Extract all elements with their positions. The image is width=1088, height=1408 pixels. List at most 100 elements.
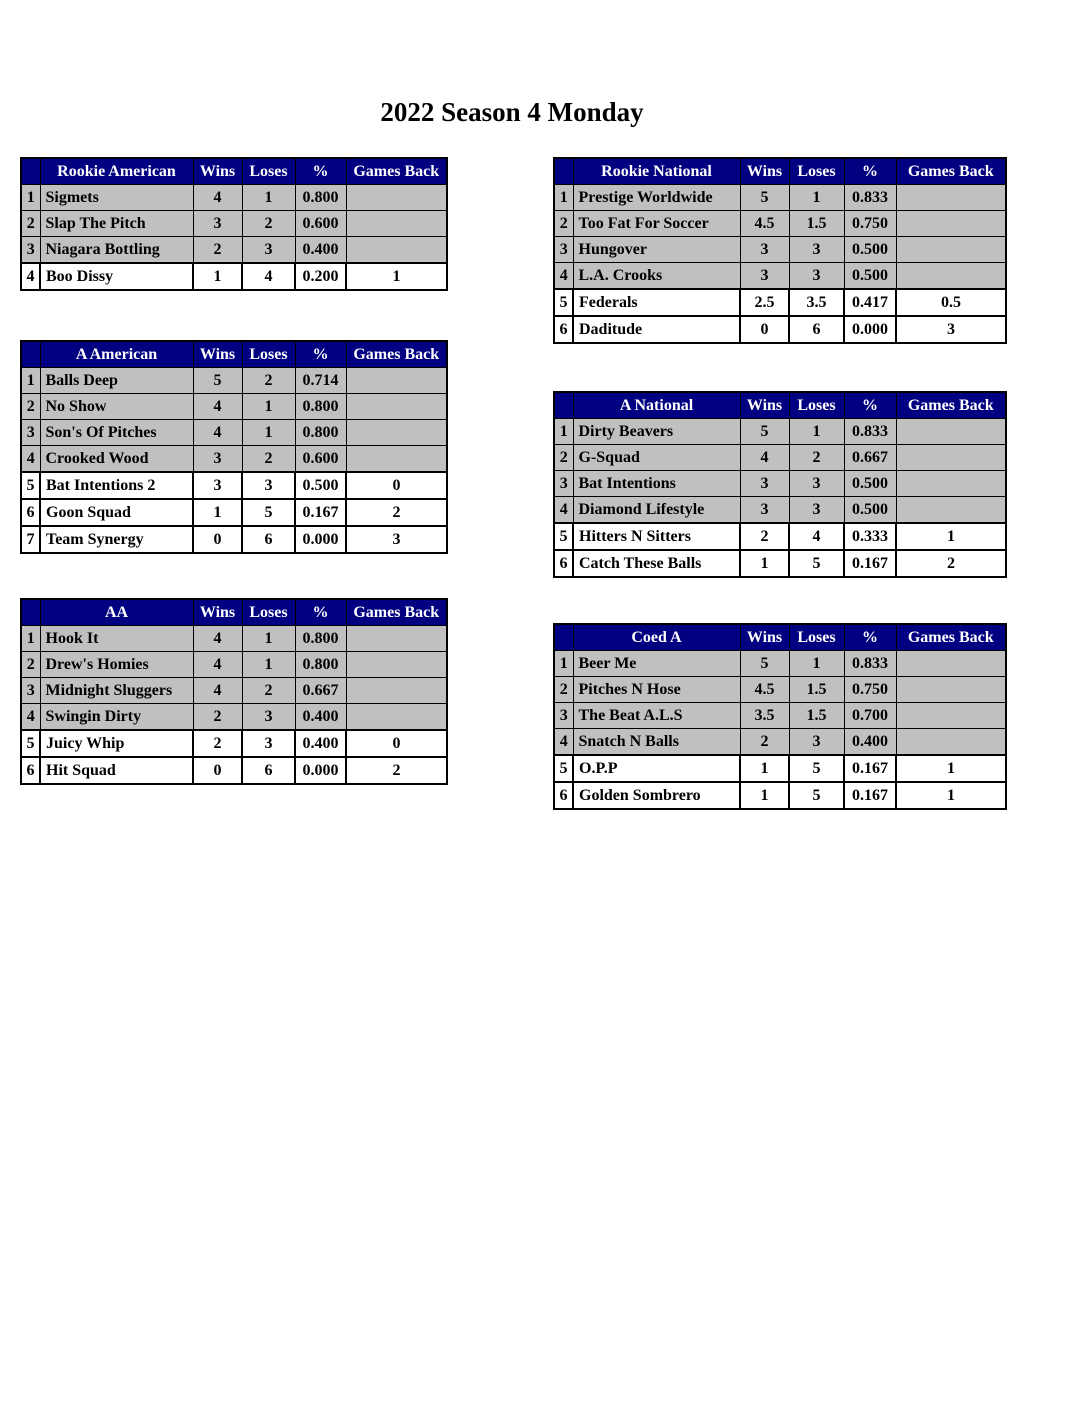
games-back-cell: 2	[895, 549, 1007, 578]
rank-cell: 5	[20, 729, 41, 758]
wins-cell: 4	[192, 393, 243, 420]
wins-cell: 3	[192, 445, 243, 473]
wins-column-header: Wins	[739, 623, 790, 651]
games-back-column-header: Games Back	[345, 340, 448, 368]
games-back-cell	[895, 418, 1007, 445]
rank-column-header	[553, 157, 574, 185]
pct-cell: 0.800	[294, 625, 347, 652]
rank-column-header	[553, 391, 574, 419]
pct-cell: 0.400	[843, 728, 897, 756]
wins-cell: 1	[192, 262, 243, 291]
loses-cell: 1	[788, 418, 845, 445]
games-back-cell: 1	[895, 754, 1007, 783]
pct-cell: 0.750	[843, 210, 897, 237]
wins-cell: 2	[739, 522, 790, 551]
rank-cell: 6	[20, 756, 41, 785]
loses-cell: 3	[788, 496, 845, 524]
team-name-cell: Beer Me	[572, 650, 741, 677]
team-name-cell: Balls Deep	[39, 367, 194, 394]
rank-cell: 4	[553, 728, 574, 756]
table-row: 1 Beer Me 5 1 0.833	[553, 650, 1007, 677]
standings-table: A National Wins Loses % Games Back 1 Dir…	[553, 391, 1007, 578]
team-name-cell: Midnight Sluggers	[39, 677, 194, 704]
loses-cell: 1	[241, 651, 296, 678]
loses-cell: 2	[241, 445, 296, 473]
pct-cell: 0.500	[294, 471, 347, 500]
pct-cell: 0.400	[294, 729, 347, 758]
wins-cell: 3	[739, 496, 790, 524]
wins-cell: 1	[739, 549, 790, 578]
wins-column-header: Wins	[192, 598, 243, 626]
team-name-cell: Diamond Lifestyle	[572, 496, 741, 524]
games-back-cell	[345, 419, 448, 446]
standings-table: A American Wins Loses % Games Back 1 Bal…	[20, 340, 448, 554]
table-row: 4 Crooked Wood 3 2 0.600	[20, 445, 448, 473]
pct-cell: 0.667	[843, 444, 897, 471]
games-back-column-header: Games Back	[345, 598, 448, 626]
pct-column-header: %	[843, 157, 897, 185]
team-name-cell: Federals	[572, 288, 741, 317]
pct-cell: 0.000	[294, 756, 347, 785]
games-back-cell	[895, 650, 1007, 677]
wins-cell: 1	[739, 754, 790, 783]
table-row: 5 Hitters N Sitters 2 4 0.333 1	[553, 522, 1007, 551]
division-title: A National	[572, 391, 741, 419]
table-row: 3 The Beat A.L.S 3.5 1.5 0.700	[553, 702, 1007, 729]
wins-column-header: Wins	[192, 157, 243, 185]
loses-cell: 3	[241, 471, 296, 500]
games-back-cell	[345, 236, 448, 264]
table-row: 5 Federals 2.5 3.5 0.417 0.5	[553, 288, 1007, 317]
games-back-cell: 1	[895, 781, 1007, 810]
standings-table: Coed A Wins Loses % Games Back 1 Beer Me…	[553, 623, 1007, 810]
rank-cell: 5	[553, 522, 574, 551]
pct-cell: 0.600	[294, 445, 347, 473]
loses-column-header: Loses	[241, 157, 296, 185]
pct-cell: 0.167	[843, 549, 897, 578]
rank-cell: 6	[553, 315, 574, 344]
wins-cell: 4.5	[739, 210, 790, 237]
rank-column-header	[20, 157, 41, 185]
rank-cell: 5	[20, 471, 41, 500]
games-back-cell	[345, 651, 448, 678]
games-back-column-header: Games Back	[345, 157, 448, 185]
games-back-cell: 2	[345, 756, 448, 785]
rank-cell: 3	[553, 470, 574, 497]
loses-cell: 6	[241, 756, 296, 785]
rank-column-header	[553, 623, 574, 651]
pct-cell: 0.333	[843, 522, 897, 551]
table-row: 5 Bat Intentions 2 3 3 0.500 0	[20, 471, 448, 500]
games-back-cell	[345, 393, 448, 420]
loses-cell: 3.5	[788, 288, 845, 317]
pct-cell: 0.833	[843, 184, 897, 211]
team-name-cell: Daditude	[572, 315, 741, 344]
rank-cell: 2	[553, 676, 574, 703]
rank-cell: 5	[553, 754, 574, 783]
loses-cell: 3	[241, 703, 296, 731]
loses-cell: 3	[788, 236, 845, 263]
table-row: 2 G-Squad 4 2 0.667	[553, 444, 1007, 471]
loses-cell: 5	[788, 754, 845, 783]
wins-cell: 0	[739, 315, 790, 344]
table-row: 2 Slap The Pitch 3 2 0.600	[20, 210, 448, 237]
pct-cell: 0.800	[294, 419, 347, 446]
loses-cell: 1.5	[788, 210, 845, 237]
team-name-cell: Team Synergy	[39, 525, 194, 554]
loses-cell: 3	[788, 262, 845, 290]
table-header-row: Rookie American Wins Loses % Games Back	[20, 157, 448, 185]
pct-cell: 0.667	[294, 677, 347, 704]
pct-cell: 0.417	[843, 288, 897, 317]
team-name-cell: The Beat A.L.S	[572, 702, 741, 729]
loses-cell: 3	[788, 728, 845, 756]
games-back-cell	[895, 444, 1007, 471]
wins-column-header: Wins	[739, 157, 790, 185]
rank-cell: 3	[553, 236, 574, 263]
team-name-cell: No Show	[39, 393, 194, 420]
standings-table: Rookie National Wins Loses % Games Back …	[553, 157, 1007, 344]
pct-cell: 0.833	[843, 418, 897, 445]
games-back-cell	[345, 625, 448, 652]
standings-table: Rookie American Wins Loses % Games Back …	[20, 157, 448, 291]
loses-cell: 3	[788, 470, 845, 497]
loses-cell: 3	[241, 236, 296, 264]
loses-cell: 1	[241, 393, 296, 420]
games-back-cell	[895, 702, 1007, 729]
